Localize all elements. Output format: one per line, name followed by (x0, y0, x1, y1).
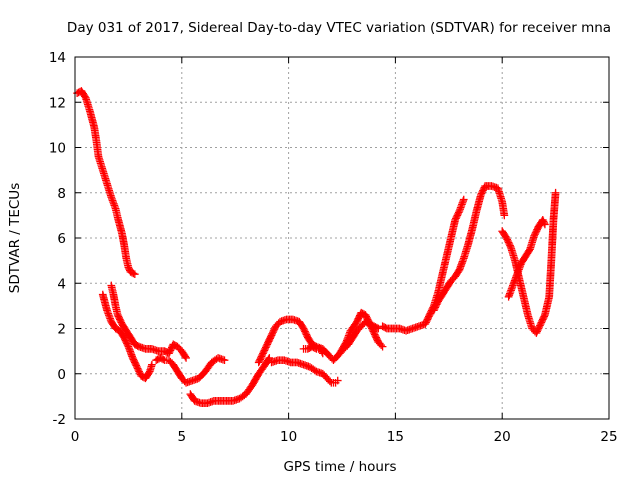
sample-marker (525, 246, 533, 255)
y-axis-label: SDTVAR / TECUs (7, 183, 23, 293)
series-11 (429, 182, 509, 315)
y-tick-label: 12 (49, 95, 66, 111)
sample-marker (181, 352, 190, 361)
data-point (130, 270, 139, 279)
plot-frame (74, 56, 610, 420)
data-points (73, 87, 560, 408)
data-point (378, 342, 387, 351)
series-5 (186, 354, 274, 408)
y-tick-label: 0 (57, 367, 66, 383)
chart-title: Day 031 of 2017, Sidereal Day-to-day VTE… (67, 20, 611, 36)
data-point (333, 376, 342, 385)
series-9 (340, 317, 383, 353)
sample-marker (311, 344, 319, 352)
x-tick-label: 5 (178, 429, 187, 445)
series-1 (73, 87, 139, 279)
x-axis-label: GPS time / hours (283, 459, 396, 475)
sample-marker (80, 92, 89, 101)
x-tick-label: 20 (494, 429, 511, 445)
y-tick-label: 14 (49, 50, 66, 66)
series-6 (254, 308, 387, 367)
series-10 (378, 195, 468, 335)
data-point (265, 354, 274, 362)
series-13 (504, 216, 549, 301)
axis-ticks: 0 5 10 15 20 25 -2 0 2 4 6 8 10 12 14 (49, 50, 618, 445)
sample-marker (129, 269, 138, 278)
data-point (318, 349, 327, 358)
data-point (541, 220, 549, 229)
y-tick-label: 8 (57, 186, 66, 202)
data-point (459, 195, 468, 204)
series-2 (98, 290, 156, 383)
sample-marker (145, 368, 153, 377)
data-point (220, 356, 229, 365)
series-3 (107, 281, 190, 362)
sample-marker (133, 341, 142, 350)
y-tick-label: 2 (57, 322, 66, 338)
sample-marker (264, 355, 273, 364)
data-point (182, 354, 190, 362)
x-tick-label: 0 (71, 429, 80, 445)
series-7 (267, 356, 342, 387)
sample-marker (373, 323, 381, 332)
sample-marker (381, 323, 390, 332)
x-tick-label: 10 (280, 429, 297, 445)
x-tick-label: 25 (600, 429, 617, 445)
data-point (500, 211, 509, 220)
data-point (148, 360, 156, 369)
y-tick-label: 10 (49, 141, 66, 157)
sample-marker (159, 355, 168, 364)
data-point (374, 324, 383, 333)
sample-marker (454, 267, 463, 275)
series-8 (299, 342, 327, 358)
y-tick-label: 4 (57, 276, 66, 292)
y-tick-label: 6 (57, 231, 66, 247)
series-4 (152, 354, 229, 387)
series-12 (498, 188, 560, 337)
data-point (551, 188, 560, 197)
x-tick-label: 15 (387, 429, 404, 445)
grid-lines (75, 57, 609, 419)
y-tick-label: -2 (53, 412, 66, 428)
